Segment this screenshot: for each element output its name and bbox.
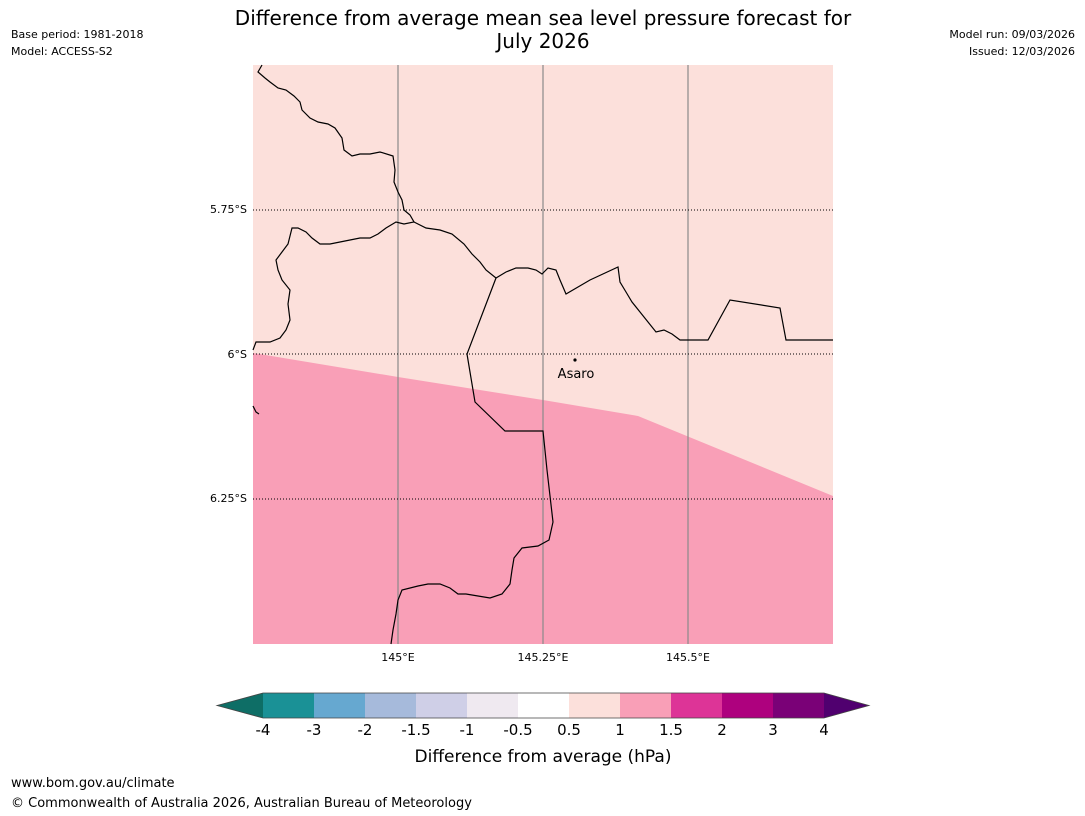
footer: www.bom.gov.au/climate © Commonwealth of…: [11, 774, 472, 814]
colorbar-segment: [365, 693, 416, 718]
colorbar-segment: [416, 693, 467, 718]
colorbar-extend-high: [824, 693, 869, 718]
colorbar-segment: [620, 693, 671, 718]
colorbar-segment: [569, 693, 620, 718]
metadata-right: Model run: 09/03/2026 Issued: 12/03/2026: [949, 26, 1075, 60]
colorbar-extend-low: [217, 693, 263, 718]
colorbar-tick-label: 4: [819, 721, 829, 739]
colorbar-tick-label: 3: [768, 721, 778, 739]
lon-label-145-25: 145.25°E: [518, 651, 569, 664]
issued-date: Issued: 12/03/2026: [968, 45, 1075, 58]
colorbar: -4 -3 -2 -1.5 -1 -0.5 0.5 1 1.5 2 3 4 Di…: [215, 692, 871, 767]
colorbar-tick-label: -1.5: [401, 721, 430, 739]
boundary-south: [390, 277, 554, 645]
colorbar-tick-label: 1: [615, 721, 625, 739]
footer-url[interactable]: www.bom.gov.au/climate: [11, 776, 175, 791]
colorbar-outline: [215, 692, 871, 719]
colorbar-segment: [773, 693, 824, 718]
model-run: Model run: 09/03/2026: [949, 28, 1075, 41]
colorbar-segment: [314, 693, 365, 718]
colorbar-segment: [722, 693, 773, 718]
lon-label-145: 145°E: [381, 651, 414, 664]
base-period: Base period: 1981-2018: [11, 28, 144, 41]
title-line-1: Difference from average mean sea level p…: [234, 6, 852, 30]
lat-label-5-75: 5.75°S: [210, 203, 247, 216]
colorbar-segment: [518, 693, 569, 718]
lon-label-145-5: 145.5°E: [666, 651, 710, 664]
boundary-west: [252, 64, 415, 351]
colorbar-title: Difference from average (hPa): [415, 747, 672, 767]
colorbar-tick-label: -2: [358, 721, 373, 739]
footer-copyright: © Commonwealth of Australia 2026, Austra…: [11, 796, 472, 811]
boundary-fragment: [252, 405, 260, 415]
place-label-asaro: Asaro: [558, 367, 595, 382]
map-panel: Asaro 5.75°S 6°S 6.25°S 145°E 145.25°E 1…: [210, 64, 833, 664]
colorbar-tick-label: -4: [256, 721, 271, 739]
metadata-left: Base period: 1981-2018 Model: ACCESS-S2: [11, 26, 143, 60]
lat-label-6: 6°S: [228, 348, 247, 361]
colorbar-tick-label: -0.5: [503, 721, 532, 739]
colorbar-tick-label: 0.5: [557, 721, 581, 739]
lat-label-6-25: 6.25°S: [210, 492, 247, 505]
colorbar-tick-label: 1.5: [659, 721, 683, 739]
province-boundaries: [252, 64, 833, 645]
place-marker-asaro: [573, 358, 577, 362]
colorbar-segment: [467, 693, 518, 718]
colorbar-segment: [263, 693, 314, 718]
boundary-north-east: [413, 221, 833, 341]
model-name: Model: ACCESS-S2: [11, 45, 113, 58]
colorbar-tick-label: -1: [460, 721, 475, 739]
colorbar-tick-label: 2: [717, 721, 727, 739]
map-title: Difference from average mean sea level p…: [200, 7, 886, 53]
colorbar-tick-label: -3: [307, 721, 322, 739]
title-line-2: July 2026: [496, 29, 590, 53]
colorbar-segment: [671, 693, 722, 718]
